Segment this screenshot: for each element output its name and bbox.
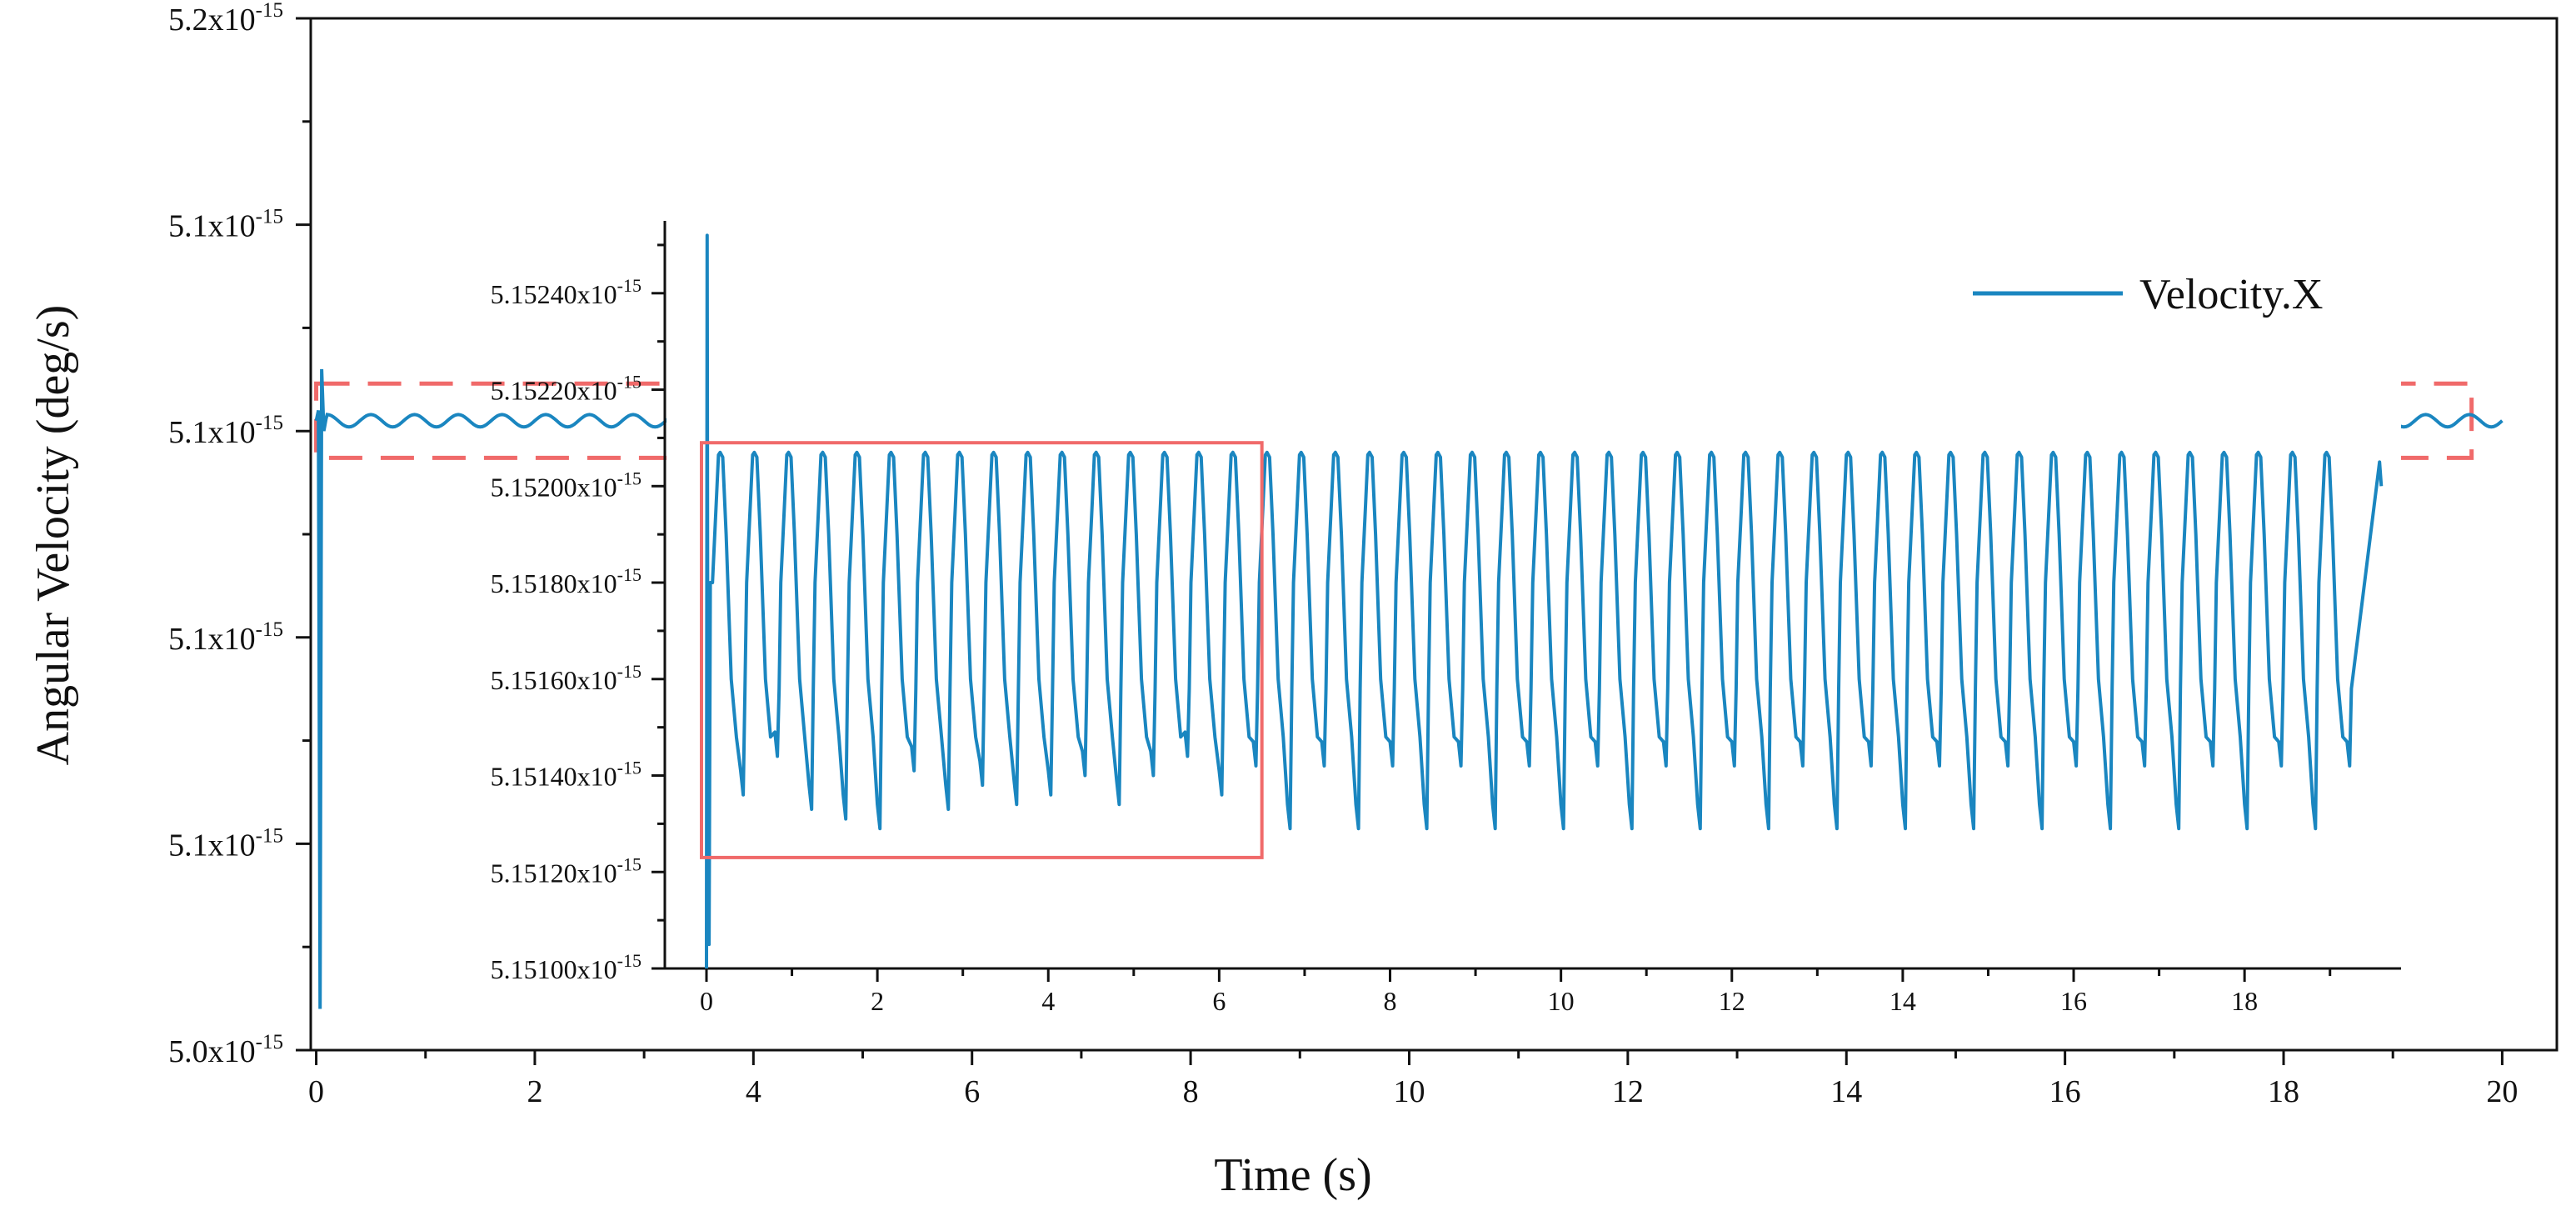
inset-x-tick-label: 2 [871, 986, 884, 1016]
inset-x-tick-labels: 0 2 4 6 8 10 12 14 16 18 [700, 986, 2258, 1016]
main-x-tick-label: 4 [746, 1074, 761, 1109]
y-axis-title: Angular Velocity (deg/s) [27, 305, 79, 766]
inset-y-tick-label: 5.15200x10-15 [491, 468, 642, 502]
inset-x-tick-label: 18 [2231, 986, 2258, 1016]
main-x-tick-label: 12 [1612, 1074, 1644, 1109]
main-axis-ticks [296, 17, 2504, 1065]
inset-y-tick-label: 5.15240x10-15 [491, 275, 642, 309]
inset-y-tick-label: 5.15120x10-15 [491, 853, 642, 888]
inset-x-tick-label: 10 [1548, 986, 1575, 1016]
main-y-tick-labels: 5.0x10-15 5.1x10-15 5.1x10-15 5.1x10-15 5.1x… [168, 0, 283, 1069]
main-x-tick-label: 0 [308, 1074, 324, 1109]
inset-y-tick-label: 5.15160x10-15 [491, 661, 642, 695]
main-y-tick-label: 5.0x10-15 [168, 1031, 283, 1069]
main-x-tick-label: 14 [1830, 1074, 1862, 1109]
inset-series-velocity-x [705, 233, 2384, 969]
main-x-tick-label: 2 [527, 1074, 542, 1109]
inset-x-tick-label: 16 [2060, 986, 2087, 1016]
inset-y-tick-label: 5.15140x10-15 [491, 758, 642, 792]
inset-x-tick-label: 0 [700, 986, 713, 1016]
inset-x-tick-label: 4 [1041, 986, 1055, 1016]
inset-y-tick-label: 5.15180x10-15 [491, 564, 642, 598]
main-y-tick-label: 5.1x10-15 [168, 618, 283, 657]
inset-x-tick-label: 12 [1719, 986, 1745, 1016]
inset-y-tick-label: 5.15100x10-15 [491, 950, 642, 984]
main-y-tick-label: 5.1x10-15 [168, 412, 283, 450]
main-x-tick-label: 10 [1393, 1074, 1425, 1109]
x-axis-title: Time (s) [1214, 1149, 1371, 1201]
inset-highlight-box [700, 441, 1264, 859]
inset-y-tick-labels: 5.15100x10-15 5.15120x10-15 5.15140x10-15 5… [491, 275, 642, 984]
main-x-tick-labels: 0 2 4 6 8 10 12 14 16 18 20 [308, 1074, 2518, 1109]
legend: Velocity.X [1973, 271, 2323, 318]
inset-x-tick-label: 6 [1212, 986, 1226, 1016]
main-y-tick-label: 5.2x10-15 [168, 0, 283, 38]
inset-y-tick-label: 5.15220x10-15 [491, 372, 642, 406]
inset-x-tick-label: 14 [1890, 986, 1916, 1016]
inset-x-tick-label: 8 [1384, 986, 1397, 1016]
main-x-tick-label: 16 [2049, 1074, 2081, 1109]
main-x-tick-label: 6 [964, 1074, 980, 1109]
main-x-tick-label: 20 [2486, 1074, 2518, 1109]
main-y-tick-label: 5.1x10-15 [168, 206, 283, 244]
main-x-tick-label: 18 [2268, 1074, 2299, 1109]
legend-label: Velocity.X [2139, 271, 2323, 318]
main-x-tick-label: 8 [1183, 1074, 1199, 1109]
main-y-tick-label: 5.1x10-15 [168, 824, 283, 863]
